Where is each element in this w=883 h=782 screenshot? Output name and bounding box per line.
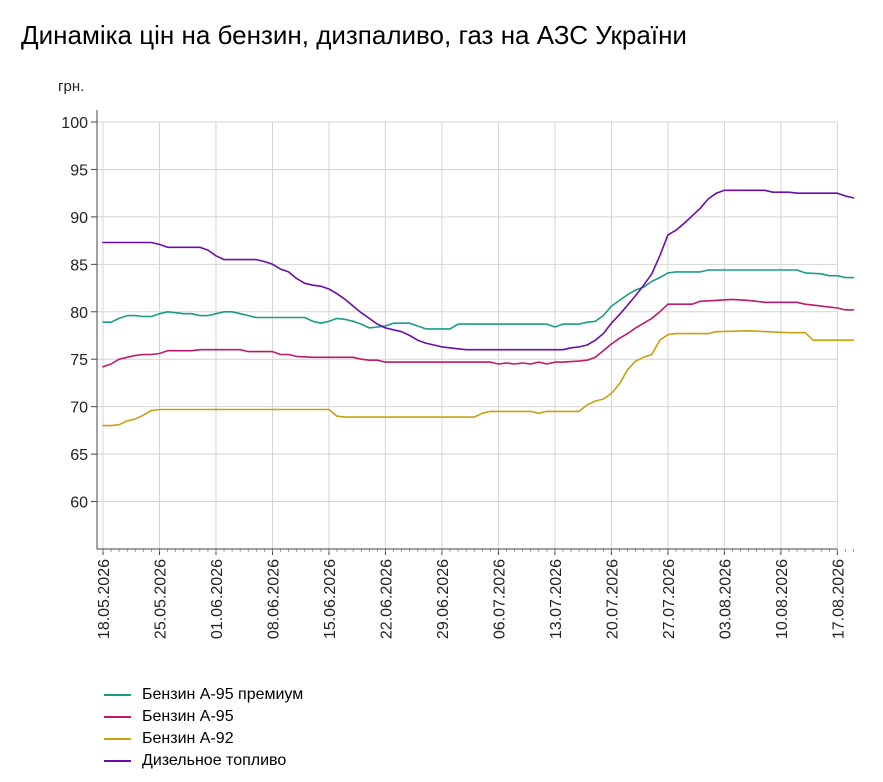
legend-item: Дизельное топливо	[104, 750, 303, 772]
y-tick-label: 65	[70, 447, 88, 464]
x-tick-label: 27.07.2026	[661, 559, 678, 639]
axes-layer: 60 65 70 75 80 85 90 95 100 18.05.2026 25.05.2026 0…	[61, 110, 854, 639]
y-tick-label: 85	[70, 257, 88, 274]
legend-swatch	[104, 716, 131, 718]
x-tick-label: 10.08.2026	[774, 559, 791, 639]
x-tick-label: 03.08.2026	[717, 559, 734, 639]
y-tick-label: 80	[70, 305, 88, 322]
legend-swatch	[104, 694, 131, 696]
series-line-4	[102, 189, 855, 351]
x-tick-label: 17.08.2026	[830, 559, 847, 639]
x-tick-label: 15.06.2026	[322, 559, 339, 639]
x-tick-label: 20.07.2026	[604, 559, 621, 639]
y-tick-label: 100	[61, 115, 88, 132]
x-tick-label: 01.06.2026	[209, 559, 226, 639]
legend-label: Дизельное топливо	[142, 752, 287, 769]
y-tick-label: 75	[70, 352, 88, 369]
x-tick-label: 06.07.2026	[491, 559, 508, 639]
y-tick-label: 60	[70, 495, 88, 512]
y-axis-unit-label: грн.	[58, 78, 84, 95]
legend-item: Бензин А-95	[104, 706, 303, 728]
chart-title: Динаміка цін на бензин, дизпаливо, газ н…	[21, 20, 687, 50]
legend-swatch	[104, 738, 131, 740]
series-line-1	[102, 269, 855, 330]
x-tick-label: 25.05.2026	[152, 559, 169, 639]
x-tick-label: 22.06.2026	[378, 559, 395, 639]
y-tick-label: 70	[70, 400, 88, 417]
series-layer	[102, 189, 855, 427]
x-tick-label: 29.06.2026	[435, 559, 452, 639]
x-tick-label: 18.05.2026	[96, 559, 113, 639]
legend-swatch	[104, 760, 131, 762]
legend-label: Бензин А-92	[142, 730, 234, 747]
grid-layer	[97, 121, 838, 549]
series-line-2	[102, 298, 855, 368]
legend-label: Бензин А-95	[142, 708, 234, 725]
y-tick-label: 90	[70, 210, 88, 227]
chart-legend: Бензин А-95 премиум Бензин А-95 Бензин А-9…	[104, 684, 303, 772]
legend-item: Бензин А-92	[104, 728, 303, 750]
x-tick-label: 08.06.2026	[265, 559, 282, 639]
y-tick-label: 95	[70, 162, 88, 179]
legend-item: Бензин А-95 премиум	[104, 684, 303, 706]
legend-label: Бензин А-95 премиум	[142, 686, 304, 703]
x-tick-label: 13.07.2026	[548, 559, 565, 639]
series-line-3	[102, 329, 855, 427]
